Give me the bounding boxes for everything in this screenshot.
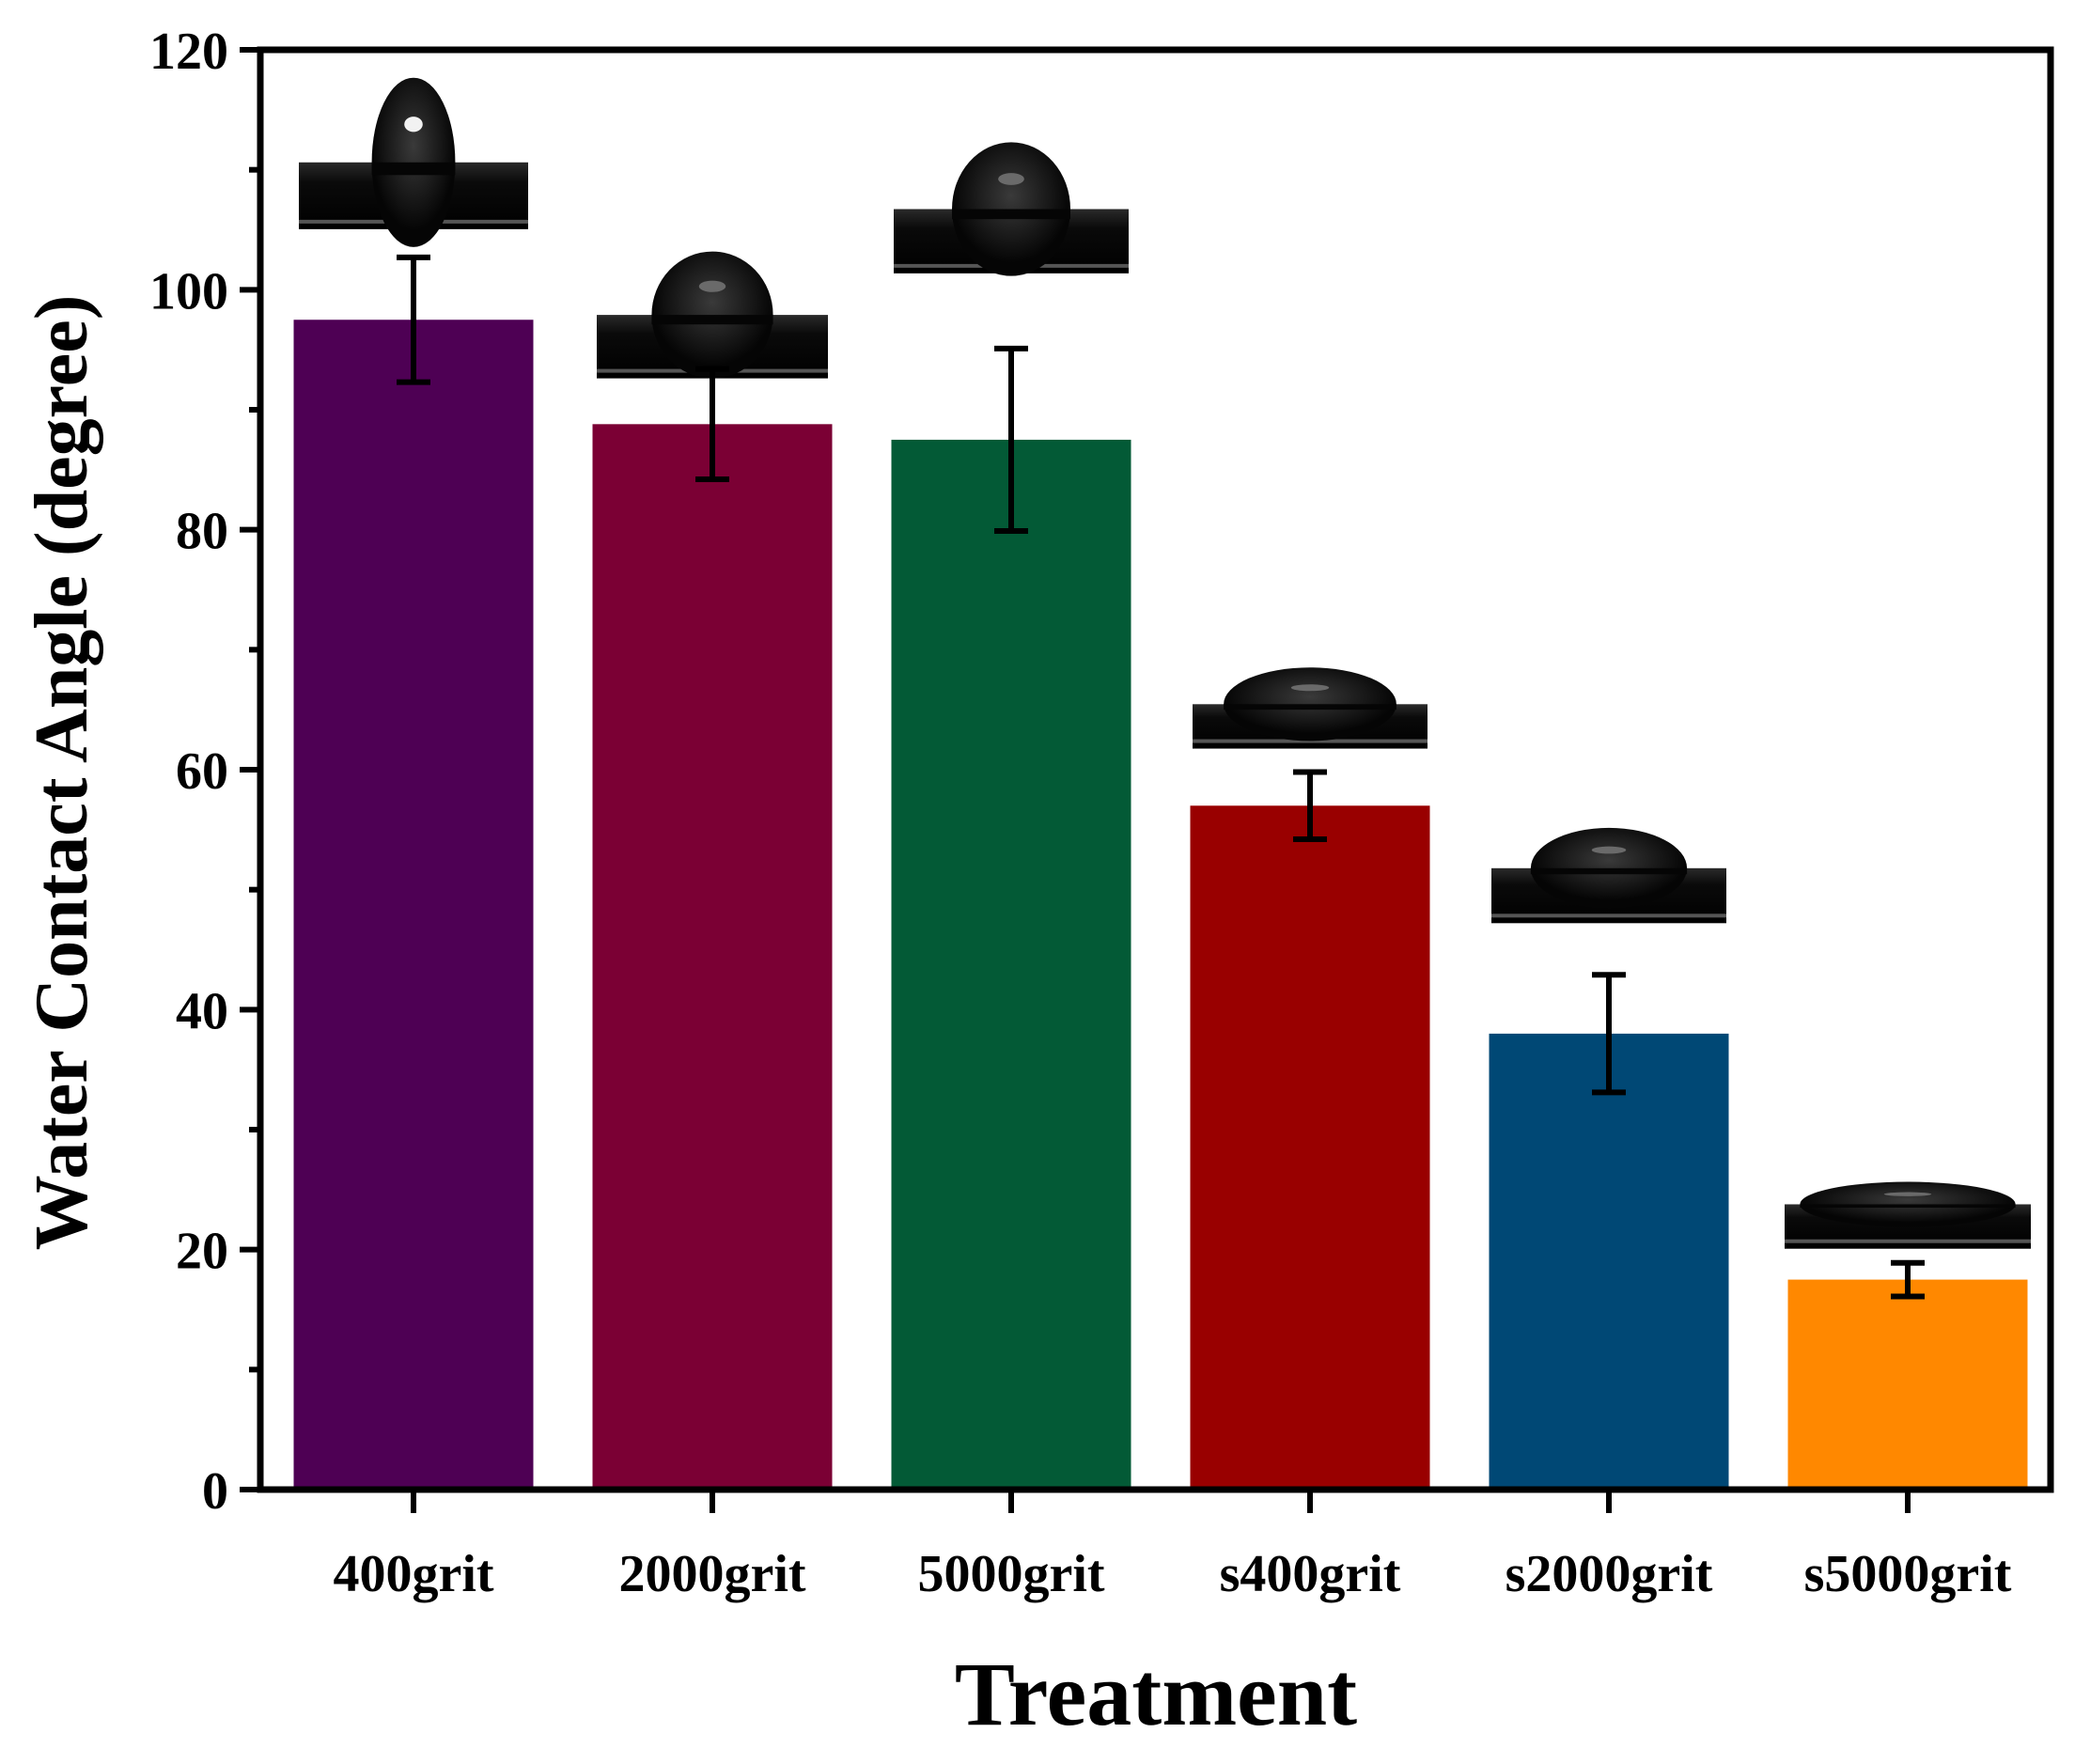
droplet-image <box>1193 667 1428 749</box>
bar <box>1787 1279 2028 1490</box>
x-tick-label: s2000grit <box>1506 1545 1713 1603</box>
droplet-base <box>1530 867 1688 875</box>
x-tick-label: 400grit <box>333 1545 493 1603</box>
droplet-highlight <box>404 117 423 133</box>
error-bar <box>695 366 729 483</box>
droplet-highlight <box>998 173 1024 185</box>
x-tick-label: 5000grit <box>917 1545 1104 1603</box>
x-axis-title: Treatment <box>955 1644 1357 1744</box>
droplet-base <box>1800 1204 2016 1209</box>
y-tick-label: 120 <box>149 23 228 81</box>
bars-layer <box>293 320 2028 1491</box>
droplet-image <box>894 142 1129 276</box>
x-tick-label: s5000grit <box>1804 1545 2012 1603</box>
droplet-highlight <box>1591 846 1627 854</box>
droplet-base <box>371 162 456 176</box>
bar <box>1489 1033 1729 1490</box>
error-bar <box>1293 769 1327 843</box>
insets-layer <box>299 77 2031 1249</box>
droplet-base <box>1224 704 1396 710</box>
bar <box>592 424 833 1490</box>
x-tick-label: s400grit <box>1220 1545 1401 1603</box>
y-tick-label: 20 <box>176 1223 228 1281</box>
bar <box>293 320 534 1490</box>
y-axis-title: Water Contact Angle (degree) <box>21 295 103 1251</box>
error-bars-layer <box>397 254 1925 1300</box>
error-bar <box>1592 972 1626 1096</box>
droplet-image <box>1491 827 1726 924</box>
droplet-base <box>952 209 1070 220</box>
y-tick-label: 100 <box>149 262 228 320</box>
substrate-edge <box>1193 739 1428 743</box>
droplet-highlight <box>1883 1192 1932 1196</box>
bar <box>1190 805 1430 1490</box>
droplet-image <box>597 251 828 379</box>
bar <box>891 439 1131 1491</box>
error-bar <box>397 254 430 385</box>
x-tick-label: 2000grit <box>618 1545 805 1603</box>
y-tick-label: 40 <box>176 982 228 1040</box>
y-tick-label: 80 <box>176 503 228 561</box>
droplet-image <box>299 77 528 247</box>
y-tick-label: 60 <box>176 742 228 801</box>
droplet-highlight <box>698 280 726 292</box>
droplet <box>1530 827 1688 909</box>
droplet-highlight <box>1290 684 1330 692</box>
axes-layer: 0 20 40 60 80 100 120 400grit 2000grit 5000grit s4… <box>149 23 2054 1603</box>
substrate-edge <box>1785 1239 2031 1243</box>
error-bar <box>1891 1259 1925 1300</box>
droplet-base <box>651 315 773 325</box>
y-tick-label: 0 <box>202 1462 228 1521</box>
error-bar <box>994 345 1028 534</box>
substrate-edge <box>1491 913 1726 918</box>
droplet-image <box>1785 1181 2031 1249</box>
